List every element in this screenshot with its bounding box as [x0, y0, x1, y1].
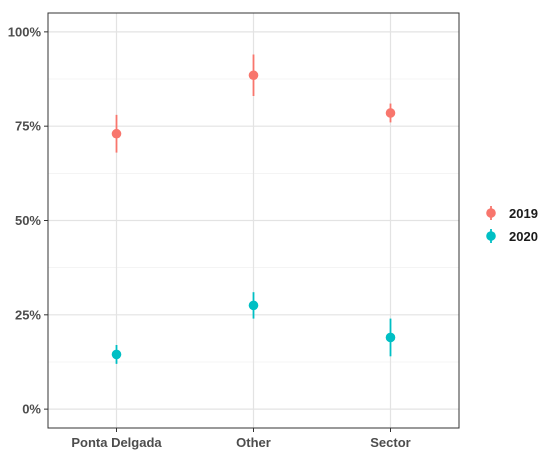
y-tick-label: 0%: [22, 402, 41, 417]
legend: 2019 2020: [486, 206, 538, 244]
data-point-2020: [385, 332, 396, 343]
data-point-2019: [385, 108, 396, 118]
mark-layer: [111, 54, 396, 364]
data-point-2020: [248, 300, 259, 311]
data-point-2020: [111, 349, 122, 360]
data-point-2019: [111, 128, 122, 139]
axis-layer: 0% 25% 50% 75% 100% Ponta Delgada Other Sector: [8, 12, 460, 450]
legend-label-2019: 2019: [509, 206, 538, 221]
x-tick-label: Other: [236, 435, 271, 450]
x-tick-label: Sector: [370, 435, 410, 450]
y-tick-label: 25%: [15, 307, 41, 322]
y-tick-label: 75%: [15, 119, 41, 134]
legend-key-point-2020: [486, 231, 496, 241]
y-tick-label: 100%: [8, 24, 42, 39]
data-point-2019: [248, 70, 259, 81]
legend-key-point-2019: [486, 208, 496, 218]
y-tick-label: 50%: [15, 213, 41, 228]
legend-label-2020: 2020: [509, 229, 538, 244]
x-tick-label: Ponta Delgada: [71, 435, 162, 450]
